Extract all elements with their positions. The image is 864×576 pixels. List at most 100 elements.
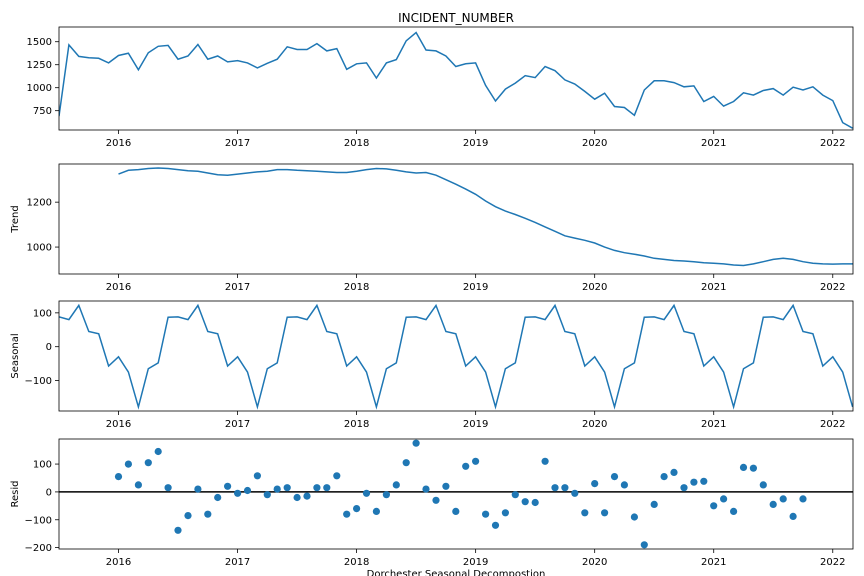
resid-point [630, 513, 639, 521]
resid-point [293, 493, 301, 502]
resid-point [402, 459, 410, 467]
x-tick-label: 2019 [463, 557, 488, 568]
resid-point [521, 498, 529, 506]
y-axis-label: Seasonal [10, 333, 21, 378]
resid-point [184, 511, 192, 520]
resid-point [234, 489, 242, 497]
resid-point [591, 480, 599, 488]
resid-point [432, 496, 440, 504]
x-tick-label: 2016 [106, 557, 131, 568]
x-tick-label: 2016 [106, 419, 131, 430]
resid-point [769, 500, 777, 508]
resid-point [670, 468, 678, 476]
y-axis-label: Trend [10, 205, 21, 233]
resid-point [372, 507, 380, 515]
x-tick-label: 2020 [582, 557, 607, 568]
resid-point [442, 482, 450, 490]
resid-point [114, 473, 123, 481]
resid-point [482, 510, 490, 518]
y-tick-label: 1500 [27, 37, 52, 48]
resid-point [313, 484, 321, 492]
x-tick-label: 2018 [344, 282, 369, 293]
x-tick-label: 2019 [463, 138, 488, 149]
resid-point [571, 489, 579, 497]
resid-point [204, 510, 212, 518]
y-tick-label: 100 [33, 308, 52, 319]
resid-point [144, 459, 152, 467]
resid-point [789, 512, 797, 521]
resid-point [531, 498, 539, 507]
x-tick-label: 2022 [820, 282, 845, 293]
resid-point [194, 485, 202, 493]
resid-point [164, 484, 172, 492]
resid-point [730, 507, 738, 515]
x-tick-label: 2021 [701, 138, 726, 149]
x-tick-label: 2020 [582, 138, 607, 149]
series-line [59, 31, 853, 129]
y-tick-label: 0 [46, 342, 52, 353]
resid-point [452, 507, 460, 515]
resid-point [412, 439, 420, 447]
x-tick-label: 2016 [106, 138, 131, 149]
y-tick-label: 1000 [27, 83, 52, 94]
resid-point [710, 502, 718, 510]
x-tick-label: 2018 [344, 419, 369, 430]
y-tick-label: 100 [33, 460, 52, 471]
resid-point [551, 484, 559, 492]
resid-point [799, 495, 807, 503]
resid-point [739, 463, 748, 471]
resid-point [333, 472, 341, 480]
resid-point [362, 489, 371, 497]
y-tick-label: 1000 [27, 243, 52, 254]
y-tick-label: −100 [25, 376, 52, 387]
resid-point [501, 509, 509, 517]
resid-point [124, 460, 132, 468]
resid-point [134, 481, 142, 489]
x-axis-label: Dorchester Seasonal Decompostion [367, 569, 546, 576]
resid-point [700, 477, 708, 485]
resid-point [382, 491, 390, 499]
x-tick-label: 2022 [820, 557, 845, 568]
resid-point [541, 457, 549, 465]
x-tick-label: 2016 [106, 282, 131, 293]
resid-point [263, 491, 271, 499]
y-axis-label: Resid [10, 481, 21, 508]
resid-point [392, 481, 400, 489]
y-tick-label: 1250 [27, 60, 52, 71]
resid-point [561, 484, 569, 492]
resid-point [749, 464, 758, 472]
axes-frame [58, 163, 854, 275]
x-tick-label: 2020 [582, 282, 607, 293]
y-tick-label: 750 [33, 106, 52, 117]
x-tick-label: 2018 [344, 138, 369, 149]
resid-point [511, 491, 519, 499]
x-tick-label: 2020 [582, 419, 607, 430]
resid-point [174, 526, 182, 534]
y-tick-label: −200 [25, 543, 52, 554]
x-tick-label: 2019 [463, 419, 488, 430]
resid-point [610, 473, 619, 481]
resid-point [273, 485, 281, 493]
axes-frame [58, 26, 854, 131]
resid-point [422, 485, 430, 493]
x-tick-label: 2017 [225, 419, 250, 430]
x-tick-label: 2021 [701, 282, 726, 293]
resid-point [759, 481, 767, 489]
resid-point [680, 484, 688, 492]
resid-point [690, 478, 698, 486]
axes-frame [58, 300, 854, 412]
resid-point [720, 495, 728, 503]
resid-point [243, 486, 252, 495]
resid-point [154, 447, 162, 456]
resid-point [253, 472, 261, 480]
resid-point [472, 457, 480, 465]
y-tick-label: −100 [25, 515, 52, 526]
y-tick-label: 0 [46, 487, 52, 498]
x-tick-label: 2017 [225, 138, 250, 149]
series-line [118, 167, 853, 267]
resid-point [640, 541, 648, 549]
y-tick-label: 1200 [27, 198, 52, 209]
axes-frame [58, 438, 854, 550]
series-line [59, 303, 853, 410]
x-tick-label: 2017 [225, 557, 250, 568]
